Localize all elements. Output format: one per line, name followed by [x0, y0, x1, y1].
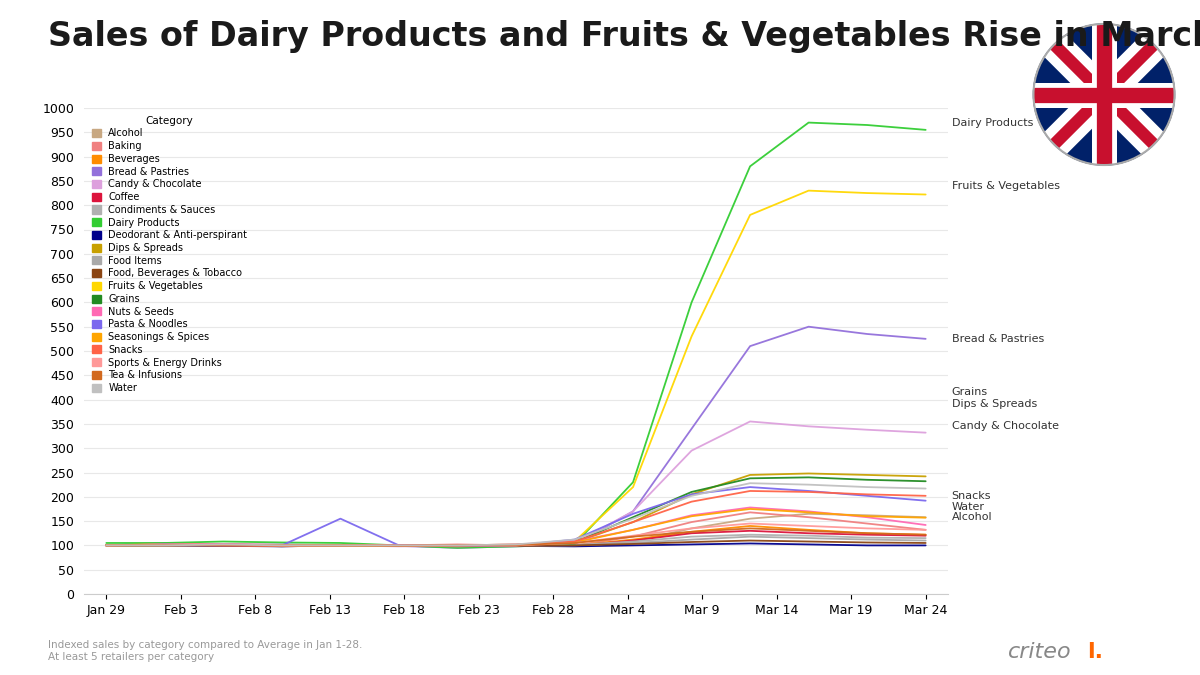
Circle shape: [1033, 24, 1175, 165]
Text: criteo: criteo: [1008, 641, 1072, 662]
Text: Snacks: Snacks: [952, 491, 991, 501]
Text: Indexed sales by category compared to Average in Jan 1-28.
At least 5 retailers : Indexed sales by category compared to Av…: [48, 640, 362, 662]
Text: Sales of Dairy Products and Fruits & Vegetables Rise in March: Sales of Dairy Products and Fruits & Veg…: [48, 20, 1200, 53]
Text: Grains: Grains: [952, 387, 988, 398]
Legend: Alcohol, Baking, Beverages, Bread & Pastries, Candy & Chocolate, Coffee, Condime: Alcohol, Baking, Beverages, Bread & Past…: [89, 113, 251, 396]
Text: Water: Water: [952, 502, 985, 512]
Text: Dairy Products: Dairy Products: [952, 117, 1033, 128]
Text: Bread & Pastries: Bread & Pastries: [952, 334, 1044, 344]
Text: Candy & Chocolate: Candy & Chocolate: [952, 421, 1058, 431]
Text: Fruits & Vegetables: Fruits & Vegetables: [952, 181, 1060, 191]
Text: Alcohol: Alcohol: [952, 512, 992, 522]
Text: l.: l.: [1087, 641, 1103, 662]
Text: Dips & Spreads: Dips & Spreads: [952, 400, 1037, 410]
